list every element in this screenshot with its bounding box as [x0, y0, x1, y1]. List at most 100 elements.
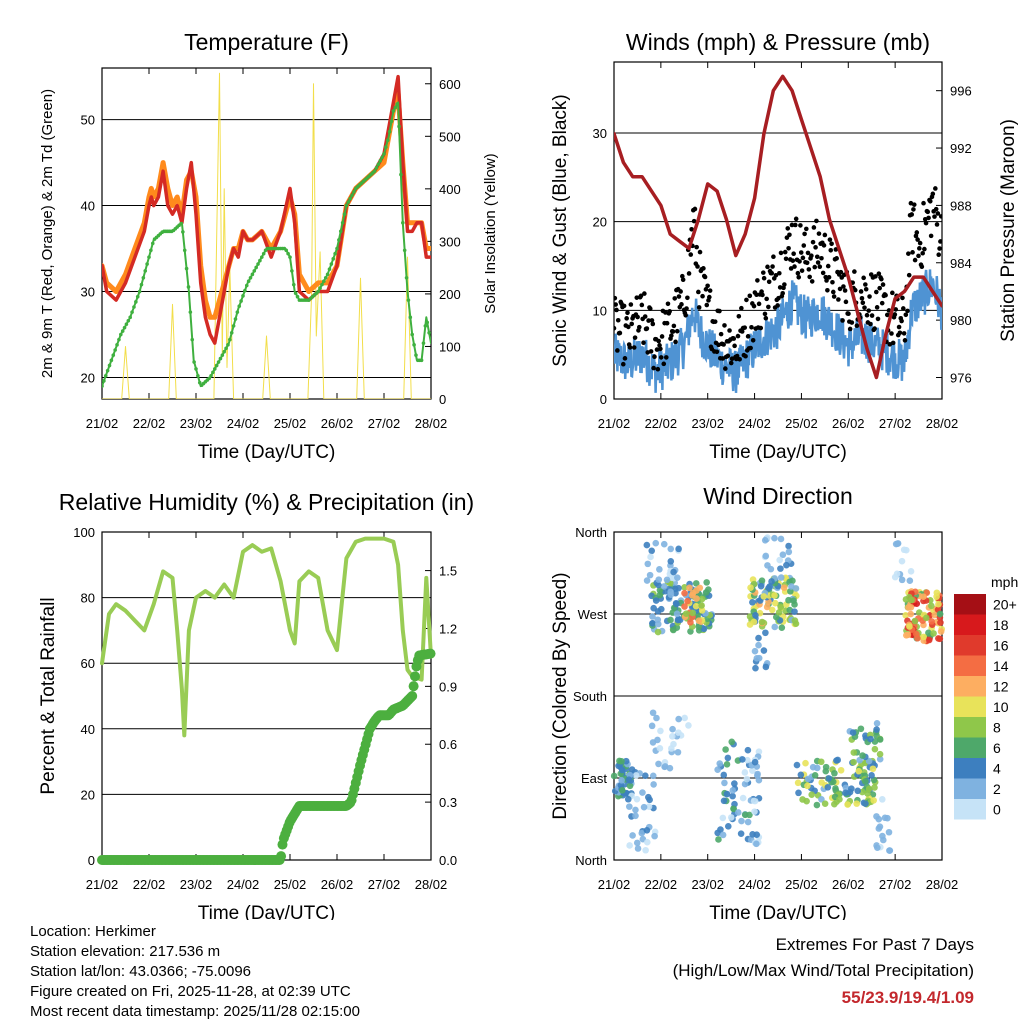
direction-point	[785, 596, 792, 604]
direction-point	[842, 784, 850, 792]
gust-point	[644, 326, 650, 331]
direction-point	[771, 623, 779, 631]
gust-point	[836, 297, 841, 302]
direction-point	[935, 600, 942, 608]
gust-point	[928, 233, 934, 239]
temperature-y2tick-label: 400	[439, 182, 461, 197]
dewpoint-point	[244, 283, 249, 288]
gust-point	[843, 299, 849, 305]
gust-point	[905, 308, 910, 314]
gust-point	[916, 253, 921, 259]
direction-title: Wind Direction	[703, 483, 853, 509]
gust-point	[780, 291, 785, 296]
direction-point	[625, 776, 633, 784]
direction-point	[650, 781, 657, 788]
humidity-ytick-label: 100	[73, 525, 95, 540]
direction-point	[645, 803, 653, 810]
legend-label: 16	[993, 637, 1009, 653]
direction-point	[727, 814, 735, 821]
temperature-xtick-label: 23/02	[180, 416, 213, 431]
gust-point	[810, 239, 816, 245]
gust-point	[626, 324, 631, 330]
direction-point	[914, 634, 921, 642]
direction-point	[879, 832, 886, 840]
gust-point	[903, 312, 909, 318]
gust-point	[714, 349, 720, 355]
dewpoint-point	[243, 288, 247, 293]
gust-point	[637, 324, 642, 330]
direction-point	[656, 591, 664, 599]
direction-plot-frame	[613, 531, 943, 861]
direction-point	[804, 775, 812, 783]
direction-point	[744, 746, 752, 754]
gust-point	[647, 306, 653, 312]
direction-point	[755, 641, 762, 649]
gust-point	[879, 300, 885, 306]
direction-point	[641, 772, 649, 779]
gust-point	[614, 307, 619, 313]
direction-point	[831, 769, 838, 777]
direction-point	[793, 761, 801, 769]
gust-point	[669, 333, 674, 338]
direction-point	[716, 760, 724, 767]
direction-point	[673, 610, 681, 618]
gust-point	[747, 293, 753, 299]
direction-point	[925, 636, 933, 644]
humidity-y2tick-label: 0.9	[439, 679, 457, 694]
gust-point	[777, 270, 782, 276]
temperature-xtick-label: 25/02	[274, 416, 307, 431]
direction-point	[755, 634, 762, 642]
direction-point	[785, 542, 792, 550]
direction-point	[817, 758, 825, 766]
direction-point	[719, 831, 727, 839]
direction-point	[853, 800, 861, 807]
gust-point	[897, 330, 903, 336]
direction-point	[737, 830, 745, 837]
gust-point	[634, 295, 640, 300]
legend-swatch	[954, 696, 986, 717]
direction-point	[752, 612, 759, 619]
direction-point	[689, 589, 697, 597]
direction-point	[857, 725, 865, 733]
gust-point	[875, 316, 881, 322]
gust-point	[670, 329, 676, 334]
gust-point	[910, 250, 915, 255]
direction-point	[795, 789, 802, 797]
dewpoint-point	[423, 324, 428, 328]
gust-point	[650, 321, 656, 327]
gust-point	[828, 247, 834, 253]
direction-point	[783, 561, 790, 569]
temperature-ytick-label: 50	[81, 113, 95, 128]
gust-point	[648, 349, 654, 354]
direction-point	[685, 722, 692, 729]
dewpoint-point	[226, 343, 230, 347]
gust-point	[797, 259, 802, 264]
direction-point	[904, 631, 912, 639]
gust-point	[705, 283, 710, 289]
direction-point	[761, 537, 769, 544]
gust-point	[785, 226, 791, 231]
gust-point	[830, 279, 835, 285]
gust-point	[766, 279, 772, 285]
direction-point	[702, 589, 710, 596]
gust-point	[815, 260, 821, 265]
direction-point	[673, 600, 680, 608]
direction-point	[808, 791, 816, 798]
gust-point	[701, 266, 706, 271]
gust-point	[614, 302, 618, 307]
temperature-xtick-label: 24/02	[227, 416, 260, 431]
gust-point	[852, 287, 858, 293]
gust-point	[631, 345, 637, 350]
gust-point	[676, 294, 682, 299]
legend-label: 6	[993, 740, 1001, 756]
gust-point	[617, 330, 623, 336]
direction-point	[724, 823, 732, 830]
dewpoint-point	[323, 275, 328, 280]
gust-point	[667, 309, 672, 314]
gust-point	[665, 301, 671, 307]
dewpoint-point	[402, 248, 407, 253]
direction-point	[670, 568, 677, 576]
gust-point	[841, 284, 846, 289]
winds-y2tick-label: 980	[950, 313, 972, 328]
gust-point	[809, 279, 815, 284]
